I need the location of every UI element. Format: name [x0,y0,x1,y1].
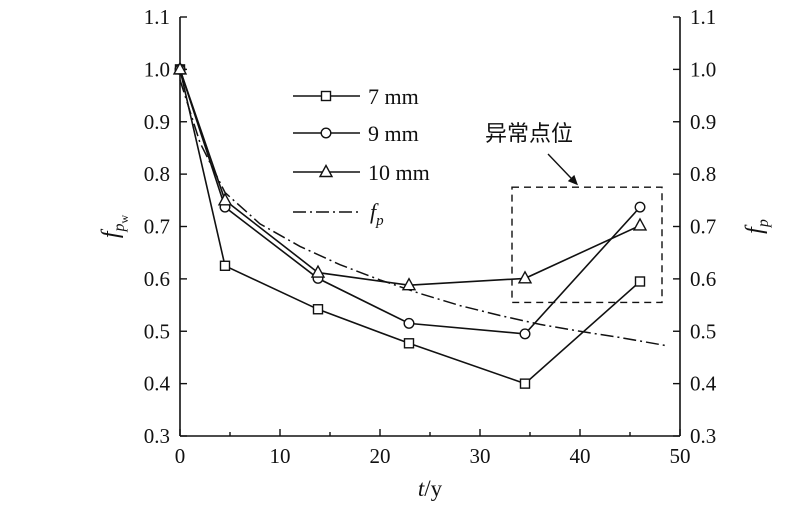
y-right-title-sub: p [755,219,772,228]
series-square [174,64,646,389]
series-line-square [179,69,641,385]
y-left-tick-label: 0.4 [144,372,171,396]
data-point-square [634,276,646,287]
legend-label-reference: fp [370,199,384,229]
y-left-title-sub: p [111,224,128,233]
data-point-triangle [172,61,188,75]
series-line-circle [179,69,641,335]
y-right-tick-label: 0.7 [690,215,716,239]
legend: 7 mm 9 mm 10 mm fp [293,84,430,229]
legend-ref-base: f [370,199,379,224]
y-right-tick-label: 1.1 [690,5,716,29]
legend-label: 7 mm [368,84,419,109]
y-right-tick-label: 0.5 [690,319,716,343]
data-point-circle [634,201,646,213]
y-left-title-base: f [98,228,124,238]
legend-item: 9 mm [293,121,419,146]
x-tick-label: 10 [270,444,291,468]
x-axis-title-var: t [418,476,425,501]
data-point-triangle [217,192,233,206]
y-right-tick-label: 0.4 [690,372,717,396]
series-triangle [172,61,648,291]
y-left-tick-label: 0.3 [144,424,170,448]
data-point-circle [519,328,531,340]
annotation-layer: 异常点位 [485,122,663,304]
data-point-square [519,378,531,389]
legend-item-reference: fp [293,199,384,229]
legend-item: 10 mm [293,160,430,185]
x-tick-label: 20 [370,444,391,468]
x-tick-label: 30 [470,444,491,468]
legend-ref-sub: p [375,213,384,229]
y-left-tick-label: 0.7 [144,215,170,239]
series-line-triangle [179,69,641,287]
y-right-tick-label: 0.9 [690,110,716,134]
y-right-tick-label: 0.3 [690,424,716,448]
annotation-arrow-head [567,174,578,186]
legend-label: 9 mm [368,121,419,146]
legend-label: 10 mm [368,160,430,185]
data-point-triangle [310,264,326,278]
series-layer [172,61,648,389]
y-left-tick-label: 1.1 [144,5,170,29]
y-left-title-subsub: w [117,215,131,224]
reference-curve-fp [179,79,666,347]
legend-marker-triangle [318,164,334,178]
data-point-square [312,304,324,315]
x-tick-label: 50 [670,444,691,468]
y-axis-right-title: fp [742,219,772,234]
y-left-tick-label: 0.8 [144,162,170,186]
x-tick-label: 0 [175,444,186,468]
y-axis-right-title-text: fp [742,219,772,234]
y-left-tick-label: 0.6 [144,267,170,291]
data-point-triangle [401,277,417,291]
data-point-triangle [632,217,648,231]
annotation-arrow-line [547,153,576,183]
y-right-tick-label: 1.0 [690,57,716,81]
y-left-tick-label: 0.5 [144,319,170,343]
data-point-square [403,338,415,349]
annotation-label: 异常点位 [485,122,573,147]
legend-marker-circle [320,127,332,139]
data-point-triangle [517,270,533,284]
reference-curve-layer [179,79,666,347]
y-right-tick-label: 0.6 [690,267,716,291]
data-point-square [219,260,231,271]
data-point-circle [403,317,415,329]
y-left-tick-label: 0.9 [144,110,170,134]
anomaly-box [511,186,663,304]
x-tick-label: 40 [570,444,591,468]
x-axis-title: t/y [418,476,443,501]
legend-marker-square [320,90,332,102]
x-axis-title-unit: /y [424,476,442,501]
y-right-title-base: f [742,224,768,234]
y-axis-left-title: fpw [98,215,131,239]
legend-item: 7 mm [293,84,419,109]
y-left-tick-label: 1.0 [144,57,170,81]
axes-layer: 0 10 20 30 40 500.30.40.50.60.70.80.91.01.10.… [98,5,772,501]
y-axis-left-title-text: fpw [98,215,131,239]
y-right-tick-label: 0.8 [690,162,716,186]
